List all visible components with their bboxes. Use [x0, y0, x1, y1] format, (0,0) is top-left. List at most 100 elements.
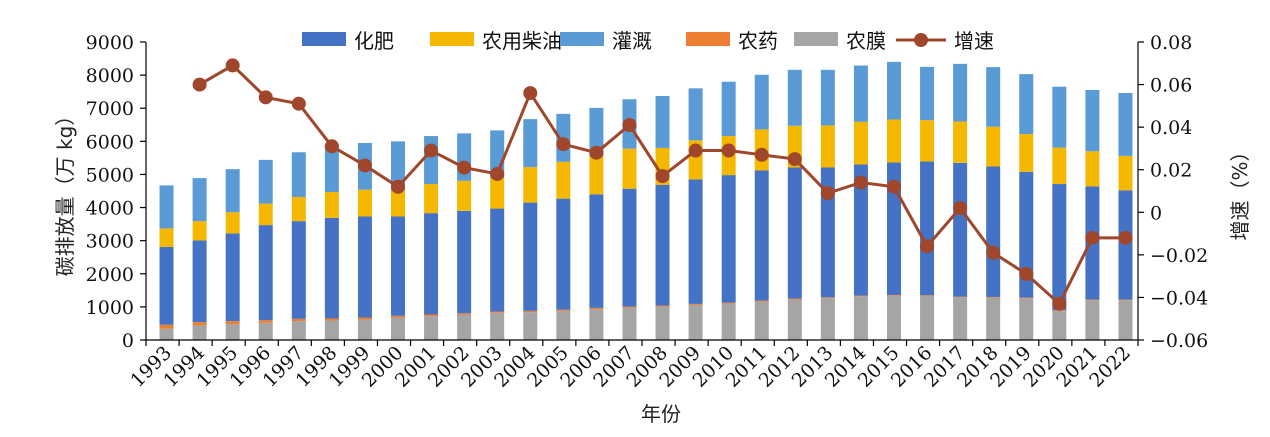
bar-fertilizer-2009: [688, 179, 703, 304]
bar-fertilizer-2013: [820, 167, 835, 298]
bar-film-2016: [920, 295, 935, 340]
bar-pesticide-2006: [589, 307, 604, 310]
bar-film-2004: [523, 312, 538, 340]
bar-irrigation-1995: [225, 169, 240, 213]
growth-point-2009: [688, 143, 703, 158]
growth-point-1998: [324, 139, 339, 154]
y-tick-label-0: 0: [122, 330, 134, 352]
growth-point-2016: [920, 239, 935, 254]
y-tick-label-5000: 5000: [86, 164, 134, 186]
growth-point-1995: [225, 58, 240, 73]
growth-point-2019: [1019, 267, 1034, 282]
growth-point-2021: [1085, 230, 1100, 245]
bar-diesel-1999: [357, 189, 372, 217]
bar-fertilizer-2019: [1019, 171, 1034, 298]
bar-diesel-2022: [1118, 155, 1133, 191]
bar-irrigation-2022: [1118, 92, 1133, 156]
y2-tick-label-5: 0.04: [1150, 117, 1192, 139]
bar-film-2003: [490, 312, 505, 340]
bar-fertilizer-2006: [589, 194, 604, 308]
bar-fertilizer-2018: [986, 166, 1001, 297]
bar-irrigation-2001: [424, 136, 439, 185]
bar-pesticide-2008: [655, 305, 670, 307]
bar-irrigation-2009: [688, 88, 703, 141]
legend-swatch-marker-growth: [914, 33, 928, 47]
bar-fertilizer-2004: [523, 202, 538, 311]
bar-diesel-1994: [192, 221, 207, 241]
bar-irrigation-2016: [920, 66, 935, 121]
y2-tick-label-1: −0.04: [1150, 287, 1208, 309]
growth-point-2005: [556, 137, 571, 152]
bar-film-2001: [424, 316, 439, 340]
growth-point-2000: [391, 179, 405, 194]
bar-pesticide-2002: [457, 313, 472, 315]
bar-film-2012: [787, 299, 802, 340]
bar-pesticide-2000: [391, 315, 405, 318]
bar-diesel-2001: [424, 184, 439, 214]
bar-fertilizer-2002: [457, 210, 472, 314]
bar-fertilizer-1993: [159, 246, 174, 325]
bar-fertilizer-1995: [225, 233, 240, 322]
bar-diesel-1998: [324, 191, 339, 218]
bar-irrigation-1994: [192, 178, 207, 222]
bar-film-1998: [324, 320, 339, 340]
bar-diesel-2004: [523, 167, 538, 203]
bar-irrigation-2014: [853, 65, 868, 122]
bar-pesticide-1996: [258, 320, 273, 323]
bar-irrigation-2008: [655, 95, 670, 148]
bar-film-2006: [589, 309, 604, 340]
bar-irrigation-2000: [391, 141, 405, 191]
bar-irrigation-2019: [1019, 74, 1034, 135]
growth-point-2004: [523, 86, 538, 101]
bar-irrigation-2012: [787, 69, 802, 126]
bar-diesel-2016: [920, 120, 935, 162]
legend: 化肥 农用柴油 灌溉 农药 农膜 增速: [302, 29, 994, 53]
bar-film-2011: [754, 301, 769, 340]
bar-film-2018: [986, 297, 1001, 340]
bar-film-2020: [1052, 310, 1067, 340]
bar-fertilizer-2007: [622, 188, 637, 307]
y-tick-label-9000: 9000: [86, 32, 134, 54]
bar-fertilizer-2011: [754, 170, 769, 301]
bar-fertilizer-1997: [291, 221, 306, 319]
bar-fertilizer-2005: [556, 198, 571, 310]
bar-pesticide-2007: [622, 306, 637, 308]
bar-pesticide-2013: [820, 297, 835, 298]
growth-point-2015: [887, 179, 901, 194]
bar-pesticide-2004: [523, 310, 538, 313]
growth-point-2006: [589, 145, 604, 160]
bar-pesticide-1999: [357, 317, 372, 320]
growth-point-2002: [457, 160, 472, 175]
bar-pesticide-2019: [1019, 297, 1034, 299]
bar-pesticide-2010: [721, 302, 736, 304]
y2-tick-label-0: −0.06: [1150, 330, 1208, 352]
bar-pesticide-1993: [159, 324, 174, 329]
bar-diesel-2021: [1085, 151, 1100, 187]
bar-pesticide-2021: [1085, 299, 1100, 301]
bar-fertilizer-1996: [258, 225, 273, 321]
legend-label-irrigation: 灌溉: [612, 29, 652, 53]
bar-film-1993: [159, 328, 174, 340]
bar-irrigation-2018: [986, 67, 1001, 127]
growth-point-2017: [953, 201, 968, 216]
bar-irrigation-2021: [1085, 90, 1100, 152]
growth-point-1999: [357, 158, 372, 173]
bar-diesel-2013: [820, 125, 835, 168]
bar-film-2019: [1019, 298, 1034, 340]
y-tick-label-7000: 7000: [86, 98, 134, 120]
bar-diesel-1996: [258, 203, 273, 226]
bar-irrigation-2010: [721, 81, 736, 137]
bar-irrigation-2004: [523, 119, 538, 168]
bar-film-2002: [457, 314, 472, 340]
bar-film-1999: [357, 319, 372, 340]
bar-diesel-2007: [622, 148, 637, 189]
bar-diesel-2003: [490, 178, 505, 209]
bar-film-1995: [225, 324, 240, 340]
y2-axis-title: 增速（%）: [1228, 141, 1252, 240]
growth-point-2011: [754, 147, 769, 162]
bar-film-2000: [391, 317, 405, 340]
y-tick-label-3000: 3000: [86, 231, 134, 253]
bar-film-2021: [1085, 300, 1100, 340]
